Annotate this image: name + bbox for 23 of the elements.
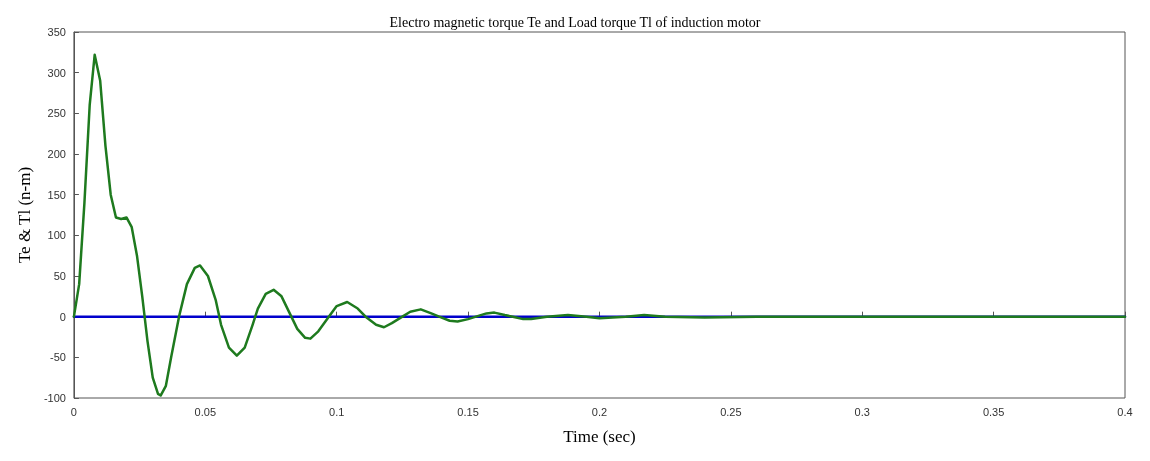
x-tick-label: 0.4 — [1117, 405, 1133, 418]
y-tick-label: -50 — [50, 351, 66, 364]
x-tick-label: 0.25 — [720, 405, 742, 418]
y-tick-label: 250 — [47, 107, 66, 120]
y-tick-label: -100 — [43, 392, 66, 404]
y-tick-label: 150 — [47, 188, 66, 201]
x-tick-label: 0 — [70, 405, 77, 418]
y-tick-label: 350 — [47, 26, 66, 38]
y-tick-label: 200 — [47, 148, 66, 160]
x-tick-label: 0.2 — [591, 405, 608, 418]
y-axis-title: Te & Tl (n-m) — [15, 166, 34, 264]
x-tick-label: 0.35 — [982, 405, 1005, 418]
y-tick-label: 300 — [47, 66, 66, 79]
line-series — [72, 53, 1127, 397]
x-tick-label: 0.15 — [457, 405, 479, 418]
x-tick-label: 0.1 — [329, 405, 345, 418]
y-tick-label: 50 — [53, 270, 66, 282]
y-tick-label: 100 — [47, 229, 66, 242]
y-tick-label: 0 — [59, 310, 66, 323]
x-axis-title: Time (sec) — [563, 427, 636, 446]
chart-title: Electro magnetic torque Te and Load torque Tl of induction motor — [389, 14, 761, 30]
x-tick-label: 0.3 — [854, 405, 870, 418]
x-tick-label: 0.05 — [194, 405, 217, 418]
